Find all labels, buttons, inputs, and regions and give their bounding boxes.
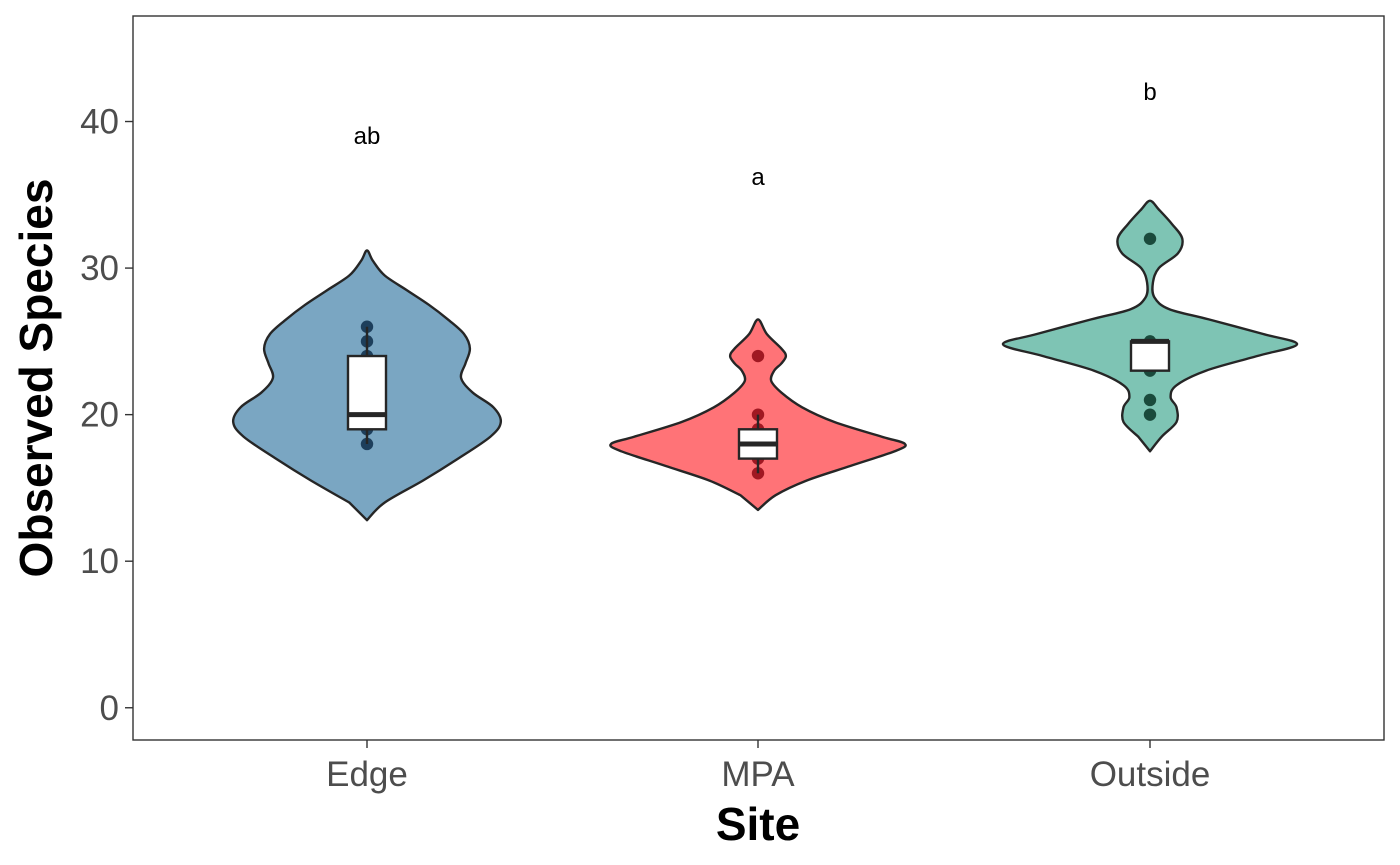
data-point: [751, 349, 765, 363]
chart-axes: Edge MPA Outside 0 10 20 30 40: [80, 103, 1210, 794]
y-tick-label: 20: [80, 396, 119, 435]
violin-group-mpa: a: [609, 164, 907, 512]
y-tick-label: 0: [100, 689, 119, 728]
data-point: [1143, 232, 1157, 245]
x-axis-title: Site: [716, 798, 800, 850]
significance-label: ab: [354, 123, 381, 150]
box-iqr: [1129, 340, 1171, 372]
violin-group-edge: ab: [231, 123, 503, 522]
data-point: [1143, 408, 1157, 421]
violin-outside: [1001, 199, 1299, 453]
x-tick-label: Outside: [1090, 755, 1211, 794]
significance-label: b: [1143, 79, 1156, 106]
data-point: [1143, 393, 1157, 407]
x-tick-label: MPA: [721, 755, 795, 794]
y-tick-label: 10: [80, 542, 119, 581]
y-tick-label: 30: [80, 249, 119, 288]
x-tick-label: Edge: [326, 755, 408, 794]
violin-group-outside: b: [1001, 79, 1299, 453]
data-point: [751, 408, 765, 421]
y-axis-title: Observed Species: [10, 179, 62, 578]
box-iqr: [346, 354, 388, 431]
y-tick-label: 40: [80, 103, 119, 142]
significance-label: a: [751, 164, 765, 191]
